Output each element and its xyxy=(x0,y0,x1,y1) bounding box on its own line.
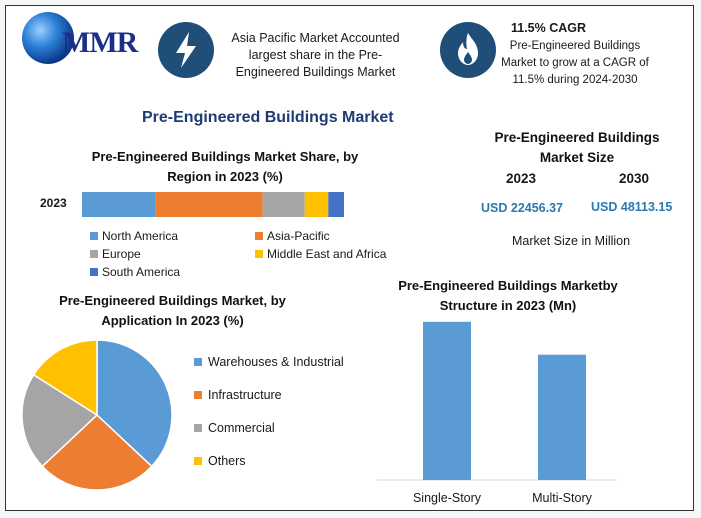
cagr-title: 11.5% CAGR xyxy=(511,21,587,35)
region-highlight-text: Asia Pacific Market Accounted largest sh… xyxy=(231,31,400,79)
main-title: Pre-Engineered Buildings Market xyxy=(142,109,394,126)
pie-slice-warehouses-industrial xyxy=(96,339,173,468)
application-legend-item-others: Others xyxy=(194,454,246,468)
pie-slice-commercial xyxy=(21,373,99,468)
region-bar-segment-north-america xyxy=(82,192,156,217)
legend-label: Commercial xyxy=(208,421,275,435)
legend-label: Asia-Pacific xyxy=(267,229,330,243)
pie-slice-others xyxy=(32,339,98,417)
structure-chart-title: Pre-Engineered Buildings Marketby Struct… xyxy=(398,278,618,313)
legend-label: North America xyxy=(102,229,179,243)
logo-text: MMR xyxy=(62,26,138,59)
region-legend-item-north-america: North America xyxy=(90,229,178,243)
market-size-title: Pre-Engineered Buildings Market Size xyxy=(494,130,660,165)
application-legend-item-commercial: Commercial xyxy=(194,421,275,435)
region-chart-category-label: 2023 xyxy=(40,196,67,210)
lightning-icon xyxy=(158,22,214,78)
region-bar-segment-south-america xyxy=(328,192,344,217)
legend-label: Middle East and Africa xyxy=(267,247,387,261)
market-size-year-2030: 2030 xyxy=(619,171,650,186)
cagr-text: Pre-Engineered Buildings Market to grow … xyxy=(501,40,649,86)
globe-logo-icon xyxy=(22,12,74,64)
structure-tick-label-single-story: Single-Story xyxy=(413,491,482,505)
region-chart-title: Pre-Engineered Buildings Market Share, b… xyxy=(91,149,359,184)
legend-swatch xyxy=(90,250,98,258)
unit-note-text: Market Size in Million xyxy=(512,234,631,248)
application-legend-item-infrastructure: Infrastructure xyxy=(194,388,282,402)
legend-swatch xyxy=(255,250,263,258)
structure-bar-chart: Single-Story Multi-Story xyxy=(377,321,617,505)
legend-swatch xyxy=(194,457,202,465)
market-size-unit-note: Market Size in Million xyxy=(512,234,630,248)
structure-bar-single-story xyxy=(423,321,471,480)
market-size-year-2023: 2023 xyxy=(506,171,537,186)
market-size-value-2030: USD 48113.15 xyxy=(591,200,673,214)
application-chart-title: Pre-Engineered Buildings Market, by Appl… xyxy=(59,293,286,328)
region-legend-item-europe: Europe xyxy=(90,247,141,261)
region-bar-segment-middle-east-and-africa xyxy=(304,192,329,217)
market-size-value-2023: USD 22456.37 xyxy=(481,201,564,215)
legend-label: Europe xyxy=(102,247,141,261)
legend-swatch xyxy=(194,358,202,366)
legend-label: Warehouses & Industrial xyxy=(208,355,344,369)
structure-tick-label-multi-story: Multi-Story xyxy=(532,491,592,505)
legend-swatch xyxy=(90,268,98,276)
region-bar-segment-asia-pacific xyxy=(155,192,263,217)
pie-slice-infrastructure xyxy=(41,413,153,491)
legend-label: Infrastructure xyxy=(208,388,282,402)
legend-swatch xyxy=(194,391,202,399)
legend-swatch xyxy=(90,232,98,240)
legend-label: South America xyxy=(102,265,181,279)
region-bar-segment-europe xyxy=(262,192,305,217)
legend-label: Others xyxy=(208,454,246,468)
application-legend-item-warehouses-industrial: Warehouses & Industrial xyxy=(194,355,344,369)
region-stacked-bar xyxy=(82,192,344,217)
region-legend-item-middle-east-and-africa: Middle East and Africa xyxy=(255,247,386,261)
structure-bar-multi-story xyxy=(538,354,586,480)
flame-icon xyxy=(440,22,496,78)
region-legend-item-south-america: South America xyxy=(90,265,180,279)
application-pie-chart xyxy=(21,339,173,491)
legend-swatch xyxy=(255,232,263,240)
legend-swatch xyxy=(194,424,202,432)
region-legend-item-asia-pacific: Asia-Pacific xyxy=(255,229,330,243)
